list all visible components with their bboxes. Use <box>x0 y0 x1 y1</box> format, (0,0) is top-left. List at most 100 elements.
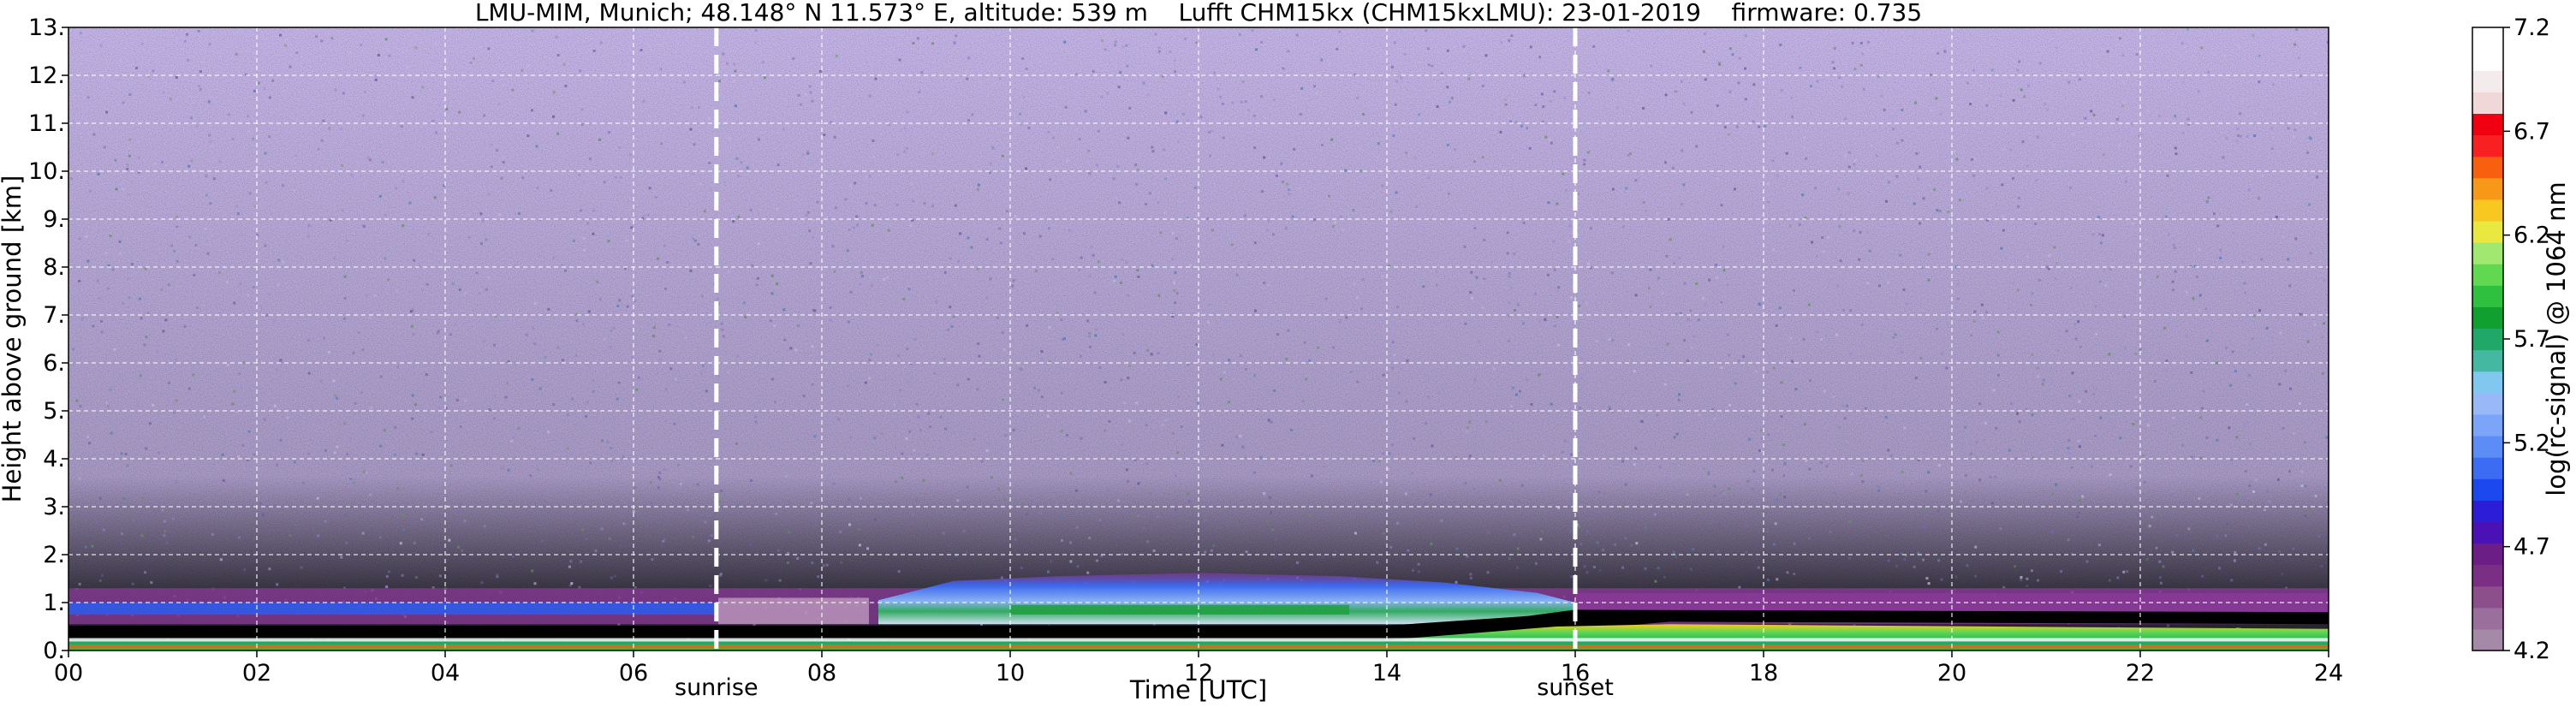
noise-speckle <box>744 316 747 319</box>
noise-speckle <box>1150 353 1153 356</box>
x-tick-label: 06 <box>619 660 648 686</box>
noise-speckle <box>1100 95 1104 98</box>
noise-speckle <box>415 452 419 455</box>
noise-speckle <box>1513 253 1516 255</box>
noise-speckle <box>2109 473 2112 477</box>
noise-speckle <box>269 96 271 99</box>
noise-speckle <box>1090 364 1093 367</box>
noise-speckle <box>1627 68 1630 71</box>
noise-speckle <box>1206 217 1210 220</box>
noise-speckle <box>1291 215 1294 218</box>
noise-speckle <box>1925 490 1928 493</box>
noise-speckle <box>1038 235 1042 238</box>
noise-speckle <box>1608 406 1611 409</box>
noise-speckle <box>749 208 753 211</box>
noise-speckle <box>985 296 989 300</box>
noise-speckle <box>345 541 348 544</box>
noise-speckle <box>1887 281 1890 284</box>
noise-speckle <box>1634 294 1638 297</box>
noise-speckle <box>1469 573 1472 576</box>
noise-speckle <box>2246 421 2249 425</box>
colorbar-segment <box>2472 413 2503 437</box>
noise-speckle <box>109 388 112 391</box>
noise-speckle <box>412 333 415 336</box>
noise-speckle <box>1870 144 1873 147</box>
noise-speckle <box>121 532 123 536</box>
noise-speckle <box>273 319 277 323</box>
noise-speckle <box>1287 329 1290 332</box>
noise-speckle <box>132 519 135 522</box>
noise-speckle <box>2097 544 2101 547</box>
noise-speckle <box>971 113 974 116</box>
noise-speckle <box>1853 624 1856 627</box>
noise-speckle <box>183 325 187 328</box>
noise-speckle <box>1829 531 1832 533</box>
noise-speckle <box>2026 255 2029 258</box>
noise-speckle <box>1851 41 1854 45</box>
noise-speckle <box>2020 576 2023 579</box>
noise-speckle <box>1046 414 1050 418</box>
noise-speckle <box>1843 417 1847 420</box>
noise-speckle <box>1638 517 1641 520</box>
noise-speckle <box>664 287 667 290</box>
noise-speckle <box>1355 120 1359 123</box>
noise-speckle <box>1522 221 1526 224</box>
noise-speckle <box>2121 80 2125 84</box>
noise-speckle <box>1534 292 1538 295</box>
noise-speckle <box>1407 549 1410 552</box>
noise-speckle <box>2224 534 2228 538</box>
noise-speckle <box>2226 523 2229 526</box>
noise-speckle <box>205 175 208 178</box>
noise-speckle <box>2265 326 2269 330</box>
noise-speckle <box>1187 492 1189 496</box>
noise-speckle <box>1788 224 1792 228</box>
noise-speckle <box>1853 159 1857 162</box>
noise-speckle <box>1917 459 1920 462</box>
noise-speckle <box>2235 140 2239 143</box>
noise-speckle <box>1356 96 1359 99</box>
noise-speckle <box>435 42 438 45</box>
noise-speckle <box>2190 371 2193 374</box>
noise-speckle <box>737 215 741 218</box>
noise-speckle <box>2092 392 2095 395</box>
chart-title: LMU-MIM, Munich; 48.148° N 11.573° E, al… <box>475 0 1922 27</box>
noise-speckle <box>906 110 909 114</box>
noise-speckle <box>1219 95 1223 98</box>
noise-speckle <box>1692 548 1695 551</box>
noise-speckle <box>1578 305 1581 307</box>
noise-speckle <box>146 312 150 315</box>
noise-speckle <box>1647 287 1651 290</box>
noise-speckle <box>1583 158 1586 162</box>
noise-speckle <box>899 389 902 392</box>
noise-speckle <box>2239 112 2242 116</box>
noise-speckle <box>578 585 581 589</box>
noise-speckle <box>349 50 353 54</box>
noise-speckle <box>691 172 694 175</box>
noise-speckle <box>1021 502 1025 506</box>
noise-speckle <box>1858 258 1861 261</box>
noise-speckle <box>1259 455 1263 459</box>
noise-speckle <box>699 371 703 375</box>
noise-speckle <box>110 431 113 435</box>
noise-speckle <box>86 96 90 99</box>
noise-speckle <box>1621 393 1624 396</box>
noise-speckle <box>2001 183 2004 187</box>
noise-speckle <box>438 407 442 410</box>
noise-speckle <box>1152 549 1156 552</box>
noise-speckle <box>997 487 1001 490</box>
noise-speckle <box>1986 218 1989 222</box>
noise-speckle <box>2158 576 2162 579</box>
noise-speckle <box>1230 517 1234 520</box>
noise-speckle <box>770 292 774 295</box>
noise-speckle <box>1142 526 1145 530</box>
noise-speckle <box>1931 49 1935 52</box>
noise-speckle <box>1540 92 1544 96</box>
noise-speckle <box>693 143 696 146</box>
noise-speckle <box>1100 555 1104 558</box>
noise-speckle <box>580 123 584 126</box>
noise-speckle <box>1720 204 1723 207</box>
noise-speckle <box>479 212 483 216</box>
noise-speckle <box>1665 475 1669 478</box>
noise-speckle <box>121 542 124 545</box>
noise-speckle <box>1697 318 1700 322</box>
